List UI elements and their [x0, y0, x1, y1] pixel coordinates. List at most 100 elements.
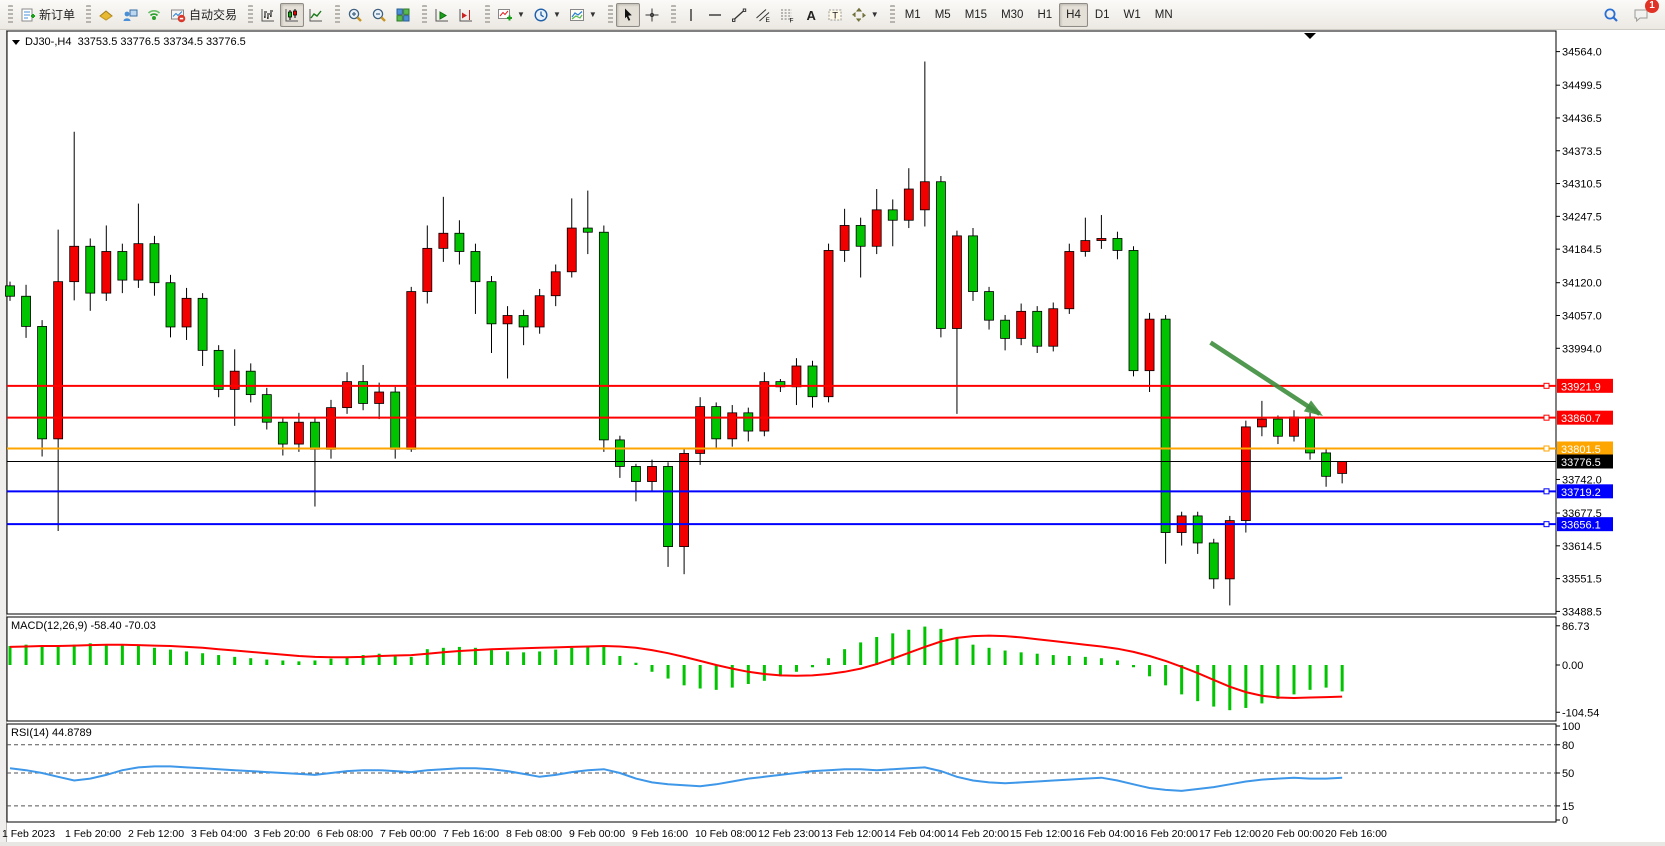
equidistant-channel-button[interactable]: E — [751, 3, 775, 27]
zoom-in-icon — [348, 8, 362, 22]
macd-histogram-bar — [56, 646, 60, 665]
crosshair-button[interactable] — [640, 3, 664, 27]
macd-histogram-bar — [1083, 656, 1087, 665]
templates-button[interactable]: ▼ — [565, 3, 601, 27]
candle-body-bear — [631, 466, 641, 482]
symbol-expand-icon[interactable] — [12, 39, 20, 45]
toolbar-grip[interactable] — [889, 4, 895, 25]
tf-h4-button[interactable]: H4 — [1059, 2, 1088, 27]
candle-body-bear — [1208, 542, 1219, 580]
toolbar-grip[interactable] — [8, 4, 13, 25]
price-axis-tick-label: 34499.5 — [1562, 80, 1602, 92]
arrows-button[interactable]: ▼ — [847, 3, 883, 27]
hline-handle[interactable] — [1543, 488, 1550, 495]
macd-histogram-bar — [506, 651, 510, 665]
chart-shift-button[interactable] — [454, 3, 478, 27]
macd-histogram-bar — [40, 645, 44, 665]
bar-chart-icon — [261, 8, 275, 21]
chart-title-text: DJ30-,H4 33753.5 33776.5 33734.5 33776.5 — [25, 36, 246, 48]
candle-body-bull — [406, 291, 417, 450]
zoom-in-button[interactable] — [343, 3, 367, 27]
arrow-annotation[interactable] — [1209, 340, 1324, 417]
candle-body-bear — [117, 251, 128, 281]
tf-h1-button[interactable]: H1 — [1030, 3, 1059, 27]
toolbar-grip[interactable] — [248, 4, 254, 25]
hline-handle[interactable] — [1543, 521, 1550, 528]
market-watch-button[interactable] — [94, 3, 118, 27]
macd-histogram-bar — [1035, 653, 1039, 665]
candlestick-chart-button[interactable] — [280, 2, 305, 27]
tf-w1-button[interactable]: W1 — [1117, 3, 1148, 27]
tf-m1-button[interactable]: M1 — [898, 3, 928, 27]
bar-chart-button[interactable] — [256, 3, 280, 27]
cursor-button[interactable] — [615, 2, 640, 27]
autotrading-button[interactable]: 自动交易 — [166, 3, 241, 27]
horizontal-line-button[interactable] — [703, 3, 727, 27]
candle-body-bull — [326, 407, 336, 450]
tile-windows-button[interactable] — [391, 3, 415, 27]
macd-histogram-bar — [361, 655, 365, 665]
toolbar-grip[interactable] — [485, 4, 491, 25]
notification-badge: 1 — [1645, 0, 1659, 13]
macd-histogram-bar — [778, 665, 782, 677]
toolbar-grip[interactable] — [86, 4, 92, 25]
candle — [502, 306, 513, 379]
macd-histogram-bar — [554, 649, 558, 665]
hline-handle[interactable] — [1543, 382, 1550, 389]
macd-histogram-bar — [714, 665, 718, 690]
hline-handle[interactable] — [1543, 445, 1550, 452]
dropdown-caret-icon[interactable]: ▼ — [517, 10, 525, 19]
macd-histogram-bar — [602, 646, 606, 665]
toolbar-grip[interactable] — [335, 4, 341, 25]
macd-histogram-bar — [1324, 665, 1328, 688]
vertical-line-button[interactable] — [679, 3, 703, 27]
candle-body-bear — [85, 245, 96, 294]
macd-histogram-bar — [281, 660, 285, 665]
trend-line-button[interactable] — [727, 3, 751, 27]
time-axis-label: 9 Feb 00:00 — [569, 828, 625, 840]
new-order-button[interactable]: 新订单 — [16, 3, 79, 27]
chat-button[interactable]: 1 — [1629, 0, 1659, 27]
time-axis-label: 16 Feb 20:00 — [1136, 828, 1198, 840]
periods-button[interactable]: ▼ — [529, 3, 565, 27]
price-axis-tick-label: 34564.0 — [1562, 47, 1602, 59]
tf-mn-button[interactable]: MN — [1148, 3, 1180, 27]
add-indicator-icon — [498, 8, 513, 20]
candle-body-bull — [293, 421, 304, 445]
chart-dropdown-arrow[interactable] — [1304, 33, 1316, 39]
text-button[interactable]: A — [799, 3, 823, 27]
candle — [679, 449, 689, 575]
candle-body-bull — [759, 381, 770, 432]
tf-d1-button[interactable]: D1 — [1088, 3, 1117, 27]
candle-body-bull — [919, 181, 930, 211]
macd-histogram-bar — [1115, 660, 1119, 665]
macd-histogram-bar — [1003, 650, 1007, 665]
rsi-axis-label: 0 — [1562, 815, 1568, 827]
line-chart-button[interactable] — [304, 3, 328, 27]
toolbar-grip[interactable] — [422, 4, 428, 25]
tf-m15-button[interactable]: M15 — [958, 3, 994, 27]
hline-handle[interactable] — [1543, 414, 1550, 421]
tf-m5-button[interactable]: M5 — [928, 3, 958, 27]
candle-body-bear — [261, 394, 272, 423]
candle-body-bear — [21, 295, 31, 327]
text-label-button[interactable]: T — [823, 3, 847, 27]
candle — [823, 243, 834, 403]
tf-m30-button[interactable]: M30 — [994, 3, 1030, 27]
search-button[interactable] — [1599, 3, 1623, 27]
tf-w1-button-label: W1 — [1123, 8, 1141, 21]
zoom-out-button[interactable] — [367, 3, 391, 27]
indicators-button[interactable]: ▼ — [493, 3, 529, 27]
candle — [663, 462, 673, 567]
auto-scroll-button[interactable] — [430, 3, 454, 27]
data-window-button[interactable] — [118, 3, 142, 27]
signals-button[interactable] — [142, 3, 166, 27]
candle — [1112, 231, 1123, 260]
toolbar-grip[interactable] — [670, 4, 676, 25]
dropdown-caret-icon[interactable]: ▼ — [552, 10, 561, 19]
dropdown-caret-icon[interactable]: ▼ — [588, 10, 597, 19]
toolbar-grip[interactable] — [607, 4, 613, 25]
fibonacci-button[interactable]: F — [775, 3, 799, 27]
tile-windows-icon — [396, 8, 410, 22]
dropdown-caret-icon[interactable]: ▼ — [870, 10, 879, 19]
